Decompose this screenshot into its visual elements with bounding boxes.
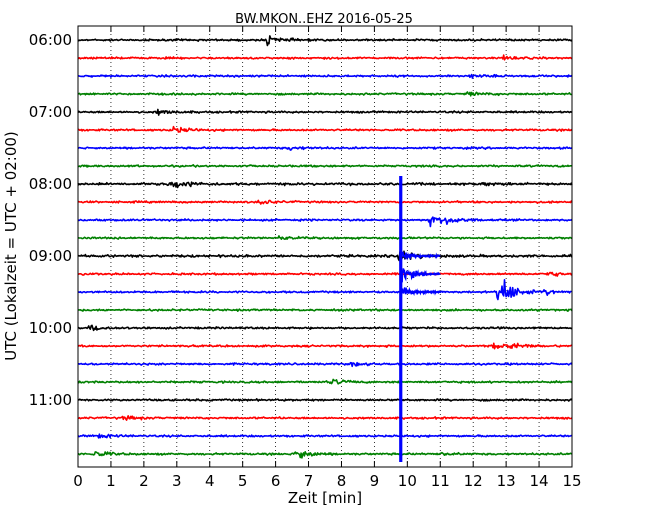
trace-1115 bbox=[78, 415, 573, 421]
y-tick-label: 11:00 bbox=[29, 391, 72, 409]
trace-0700 bbox=[77, 108, 573, 116]
trace-0645 bbox=[77, 91, 572, 97]
y-tick-label: 09:00 bbox=[29, 247, 72, 265]
x-tick-label: 11 bbox=[431, 472, 450, 490]
x-axis: 0 1 2 3 4 5 6 7 8 9 10 11 12 13 14 15 bbox=[73, 26, 582, 490]
x-tick-label: 6 bbox=[271, 472, 281, 490]
y-tick-label: 06:00 bbox=[29, 31, 72, 49]
x-axis-title: Zeit [min] bbox=[288, 489, 362, 507]
x-tick-label: 7 bbox=[304, 472, 314, 490]
trace-0715 bbox=[77, 125, 573, 133]
y-tick-label: 10:00 bbox=[29, 319, 72, 337]
trace-1045 bbox=[77, 378, 573, 385]
trace-1000 bbox=[77, 324, 572, 332]
x-tick-label: 1 bbox=[106, 472, 116, 490]
trace-0730 bbox=[77, 146, 573, 151]
trace-0830 bbox=[77, 216, 573, 228]
trace-1030 bbox=[77, 361, 573, 368]
trace-1145 bbox=[77, 451, 573, 459]
trace-1015 bbox=[77, 342, 573, 350]
trace-0800 bbox=[77, 181, 573, 189]
y-axis: 06:00 07:00 08:00 09:00 10:00 11:00 bbox=[29, 31, 572, 409]
y-axis-title: UTC (Lokalzeit = UTC + 02:00) bbox=[2, 131, 20, 361]
trace-0845 bbox=[77, 235, 573, 240]
x-tick-label: 3 bbox=[172, 472, 182, 490]
trace-0615 bbox=[77, 54, 573, 61]
trace-0930 bbox=[77, 279, 572, 301]
traces bbox=[77, 35, 573, 459]
x-tick-label: 13 bbox=[497, 472, 516, 490]
y-tick-label: 08:00 bbox=[29, 175, 72, 193]
event-overlay bbox=[399, 176, 441, 462]
x-tick-label: 9 bbox=[370, 472, 380, 490]
x-tick-label: 14 bbox=[530, 472, 549, 490]
x-tick-label: 2 bbox=[139, 472, 149, 490]
trace-0945 bbox=[77, 308, 573, 312]
x-tick-label: 4 bbox=[205, 472, 215, 490]
x-tick-label: 12 bbox=[464, 472, 483, 490]
trace-0915 bbox=[77, 271, 573, 277]
grid-lines bbox=[110, 26, 540, 467]
event-burst bbox=[400, 268, 441, 283]
trace-0745 bbox=[77, 164, 572, 168]
trace-0815 bbox=[77, 199, 573, 205]
x-tick-label: 15 bbox=[562, 472, 581, 490]
x-tick-label: 8 bbox=[337, 472, 347, 490]
chart-title: BW.MKON..EHZ 2016-05-25 bbox=[235, 12, 413, 27]
x-tick-label: 10 bbox=[398, 472, 417, 490]
trace-0900 bbox=[77, 250, 573, 262]
plot-frame bbox=[77, 25, 573, 468]
trace-1100 bbox=[77, 398, 573, 402]
x-tick-label: 5 bbox=[238, 472, 248, 490]
trace-0600 bbox=[77, 35, 573, 47]
trace-0630 bbox=[77, 73, 573, 79]
y-tick-label: 07:00 bbox=[29, 103, 72, 121]
trace-1130 bbox=[77, 433, 573, 439]
x-tick-label: 0 bbox=[73, 472, 83, 490]
event-burst bbox=[400, 286, 441, 299]
event-burst bbox=[400, 251, 441, 261]
